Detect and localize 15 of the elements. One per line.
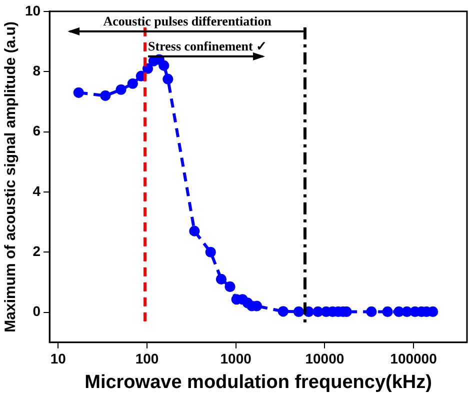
x-tick-label: 10 <box>50 350 66 367</box>
annotation: Stress confinement ✓ <box>148 38 268 54</box>
y-tick-label: 10 <box>24 2 41 18</box>
x-axis-title: Microwave modulation frequency(kHz) <box>84 372 432 393</box>
x-tick-label: 100 <box>135 350 159 367</box>
y-tick-label: 0 <box>32 303 41 320</box>
y-tick-label: 8 <box>32 62 41 78</box>
x-tick-label: 100000 <box>390 350 438 367</box>
annotation: Acoustic pulses differentiation <box>103 13 272 28</box>
y-tick-label: 4 <box>32 182 41 199</box>
x-tick-label: 10000 <box>305 350 344 367</box>
x-tick-label: 1000 <box>220 350 252 367</box>
y-axis-title: Maximum of acoustic signal amplitude (a.u) <box>2 21 20 332</box>
y-tick-label: 6 <box>32 122 41 139</box>
y-tick-label: 2 <box>32 242 41 259</box>
